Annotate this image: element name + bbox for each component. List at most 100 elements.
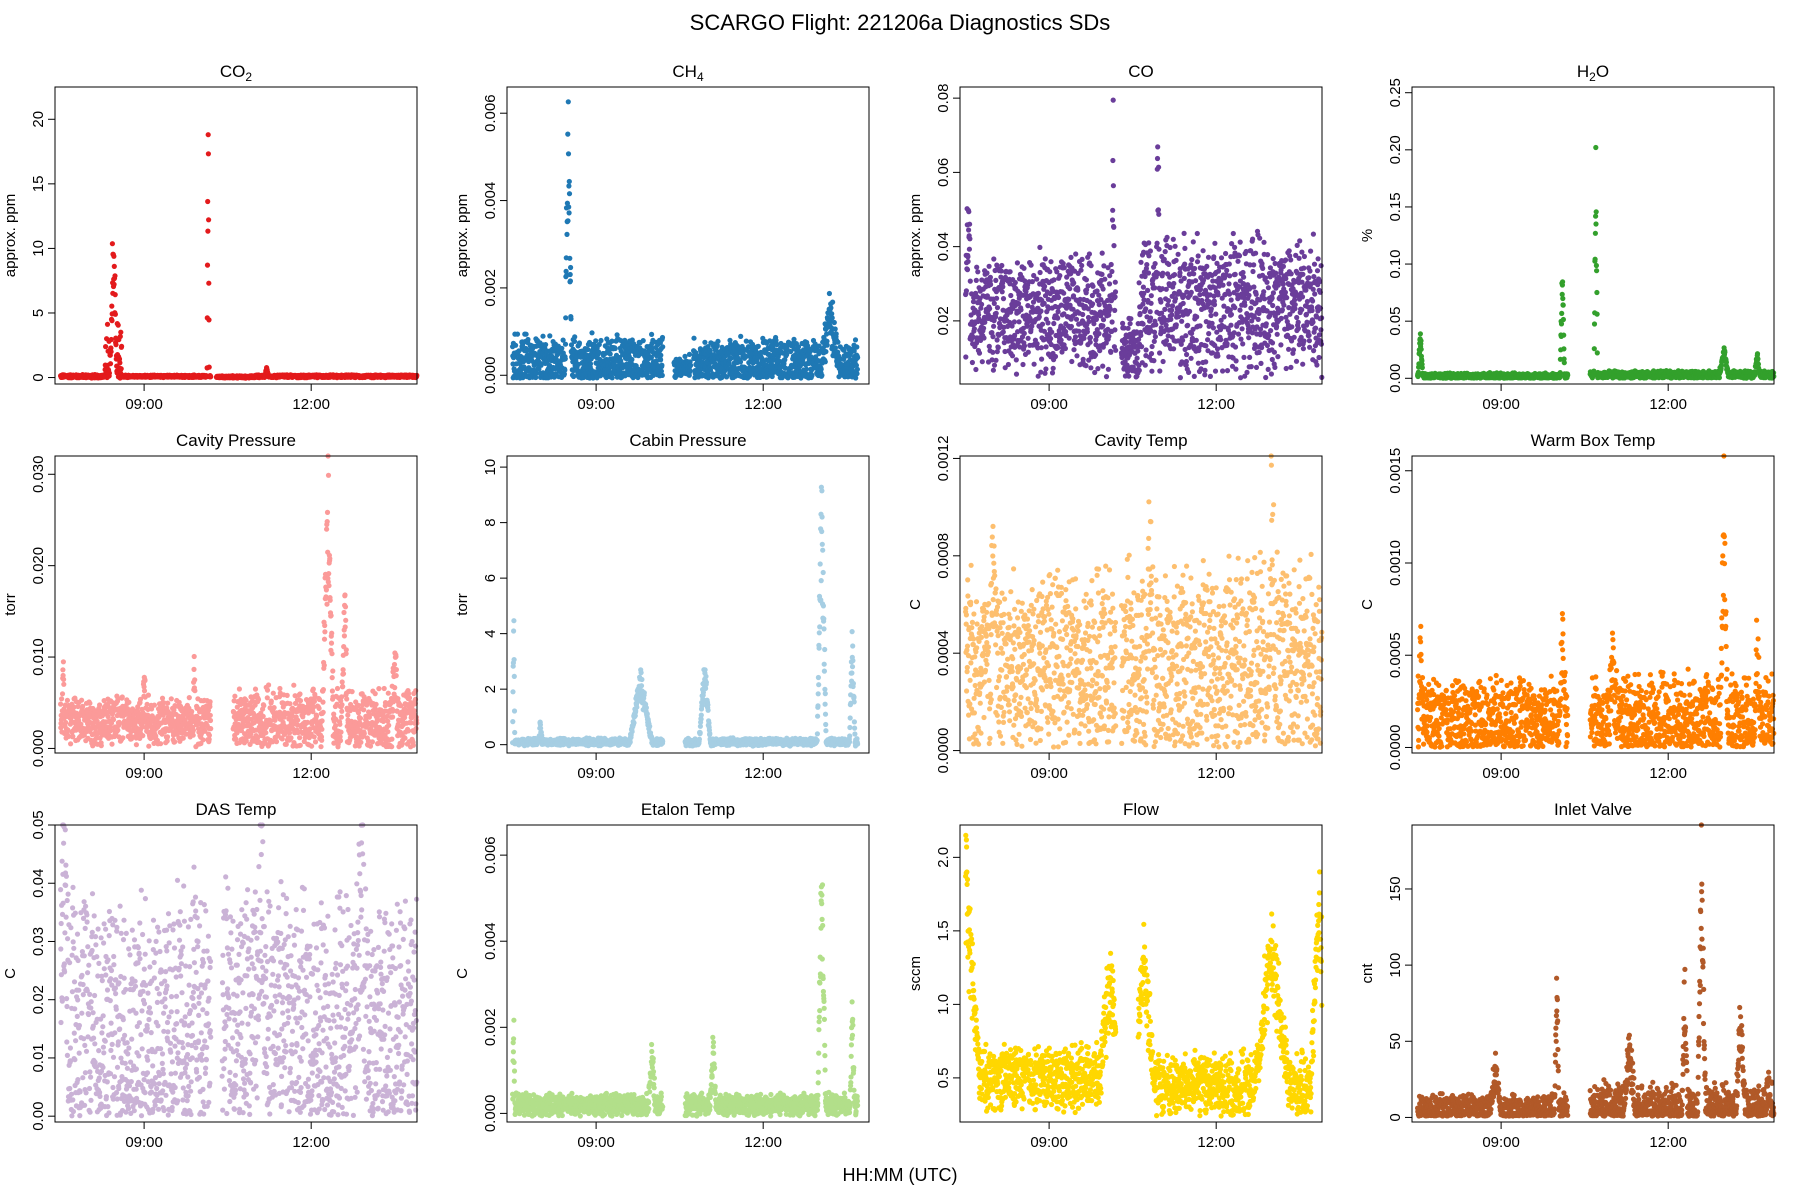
- data-point: [1271, 349, 1277, 355]
- data-point: [1062, 345, 1068, 352]
- data-point: [1090, 301, 1096, 307]
- data-point: [1021, 330, 1027, 336]
- data-point: [1318, 341, 1324, 347]
- data-point: [1187, 308, 1193, 314]
- data-point: [1188, 355, 1194, 361]
- data-point: [1250, 268, 1256, 275]
- data-point: [1232, 344, 1239, 350]
- data-point: [1188, 289, 1194, 295]
- data-point: [559, 345, 565, 351]
- data-point: [1043, 366, 1049, 372]
- data-point: [1125, 325, 1131, 331]
- data-point: [1292, 302, 1298, 308]
- data-point: [1208, 312, 1214, 319]
- data-point: [1246, 335, 1252, 341]
- data-point: [1154, 240, 1160, 246]
- data-point: [1146, 240, 1152, 246]
- data-point: [1202, 367, 1208, 373]
- data-point: [1099, 250, 1105, 256]
- data-point: [112, 311, 118, 317]
- data-point: [1165, 298, 1171, 304]
- data-point: [1160, 358, 1166, 365]
- data-point: [1112, 289, 1119, 295]
- data-point: [1282, 289, 1288, 295]
- data-point: [1235, 258, 1241, 264]
- data-point: [1194, 314, 1200, 320]
- data-point: [1048, 259, 1054, 265]
- data-point: [1052, 353, 1059, 360]
- data-point: [1205, 337, 1211, 343]
- data-point: [1212, 240, 1218, 246]
- data-point: [1210, 325, 1216, 331]
- data-point: [967, 278, 973, 284]
- data-point: [1061, 290, 1067, 296]
- data-point: [1100, 286, 1106, 292]
- y-tick-label: 0.06: [935, 158, 952, 187]
- data-point: [1208, 306, 1214, 312]
- data-point: [1272, 364, 1278, 370]
- data-point: [109, 303, 115, 309]
- data-point: [1081, 335, 1087, 341]
- data-point: [108, 349, 114, 355]
- data-point: [1294, 242, 1300, 248]
- data-point: [1025, 335, 1031, 341]
- data-point: [1270, 290, 1276, 296]
- data-point: [990, 367, 997, 373]
- data-point: [1083, 277, 1089, 283]
- data-point: [1253, 291, 1259, 297]
- data-point: [1110, 183, 1116, 189]
- data-point: [609, 375, 615, 381]
- data-point: [1078, 267, 1084, 273]
- data-point: [540, 333, 546, 339]
- data-point: [1291, 334, 1297, 340]
- data-point: [206, 317, 212, 323]
- data-points: [963, 97, 1325, 381]
- data-point: [1316, 354, 1322, 361]
- data-point: [1111, 243, 1117, 249]
- data-point: [1110, 207, 1116, 213]
- data-point: [1049, 370, 1056, 376]
- panel-title: H2O: [1577, 62, 1609, 84]
- data-point: [513, 342, 519, 348]
- data-point: [1283, 276, 1289, 282]
- data-point: [111, 281, 117, 287]
- data-point: [1223, 250, 1229, 257]
- data-point: [818, 366, 824, 372]
- data-point: [998, 268, 1004, 274]
- data-point: [1248, 364, 1254, 370]
- data-point: [1087, 334, 1093, 341]
- data-point: [688, 362, 694, 368]
- data-point: [1315, 256, 1321, 262]
- data-point: [1109, 319, 1115, 325]
- data-point: [1318, 263, 1324, 269]
- data-point: [572, 334, 578, 340]
- data-point: [1021, 265, 1027, 271]
- data-point: [1300, 271, 1306, 277]
- data-point: [1072, 334, 1079, 340]
- data-point: [979, 359, 985, 365]
- y-tick-label: 0.002: [482, 269, 499, 307]
- data-point: [1158, 299, 1164, 305]
- data-point: [1012, 280, 1018, 286]
- data-point: [547, 333, 553, 339]
- data-point: [1215, 292, 1221, 298]
- data-point: [1102, 276, 1108, 282]
- data-point: [1203, 359, 1209, 365]
- data-point: [999, 262, 1005, 269]
- data-point: [1247, 354, 1253, 360]
- data-point: [1074, 353, 1080, 359]
- data-point: [1230, 230, 1236, 237]
- data-point: [1106, 281, 1113, 287]
- data-point: [1037, 269, 1043, 276]
- data-point: [107, 361, 114, 367]
- y-tick-label: 0: [30, 373, 47, 381]
- data-point: [979, 301, 985, 307]
- data-point: [1083, 363, 1089, 369]
- data-point: [824, 342, 830, 348]
- data-point: [1418, 346, 1424, 352]
- data-point: [1043, 344, 1049, 350]
- data-point: [835, 339, 841, 345]
- data-point: [1240, 341, 1246, 347]
- data-point: [1186, 369, 1192, 375]
